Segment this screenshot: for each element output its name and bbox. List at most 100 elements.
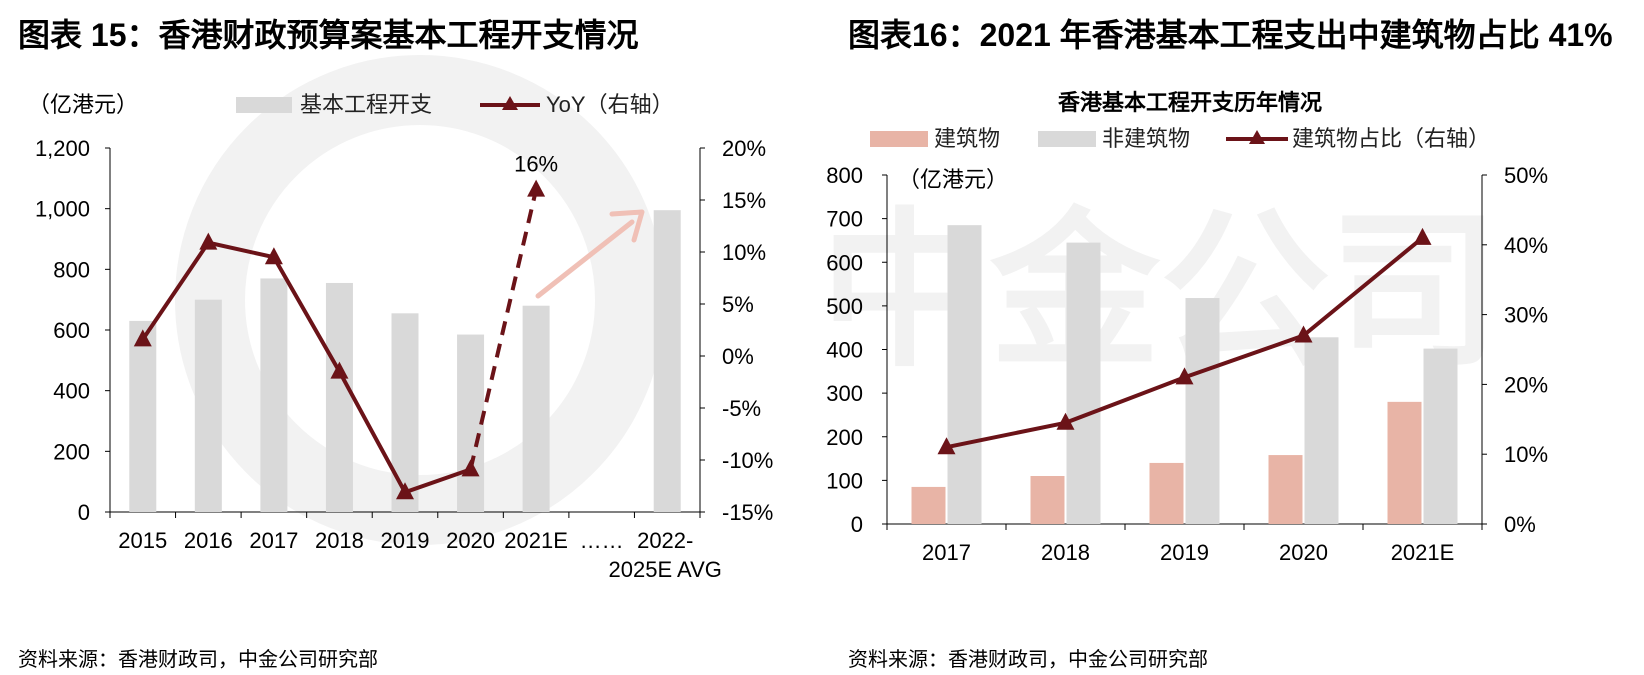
x-tick-label: 2019	[381, 528, 430, 553]
bar-capital-works	[194, 299, 222, 512]
left-tick-label: 600	[826, 250, 863, 275]
legend-label-bar: 基本工程开支	[300, 92, 432, 117]
right-tick-label: 30%	[1504, 303, 1548, 328]
right-tick-label: 50%	[1504, 163, 1548, 188]
x-tick-label: 2020	[446, 528, 495, 553]
building-share-marker	[937, 437, 956, 455]
bar-building	[1387, 401, 1422, 524]
right-tick-label: -5%	[722, 396, 761, 421]
bar-non-building	[1185, 298, 1220, 524]
x-tick-label: 2021E	[1391, 540, 1455, 565]
right-tick-label: 0%	[722, 344, 754, 369]
x-tick-label: 2015	[118, 528, 167, 553]
bar-capital-works	[260, 278, 288, 512]
legend-label-non-building: 非建筑物	[1102, 126, 1190, 151]
chart-building-share-svg: 中金公司 香港基本工程开支历年情况 0 100 200 300 400 500 600 700 80…	[820, 90, 1548, 565]
left-tick-label: 800	[826, 163, 863, 188]
x-tick-label: 2025E AVG	[609, 557, 722, 582]
legend-label-building: 建筑物	[934, 126, 1000, 151]
x-tick-label: 2020	[1279, 540, 1328, 565]
left-tick-label: 1,200	[35, 136, 90, 161]
left-tick-label: 500	[826, 294, 863, 319]
source-note: 资料来源：香港财政司，中金公司研究部	[18, 649, 378, 671]
legend-label-line: 建筑物占比（右轴）	[1292, 126, 1490, 151]
unit-label: （亿港元）	[898, 167, 1008, 192]
x-tick-label: 2018	[315, 528, 364, 553]
left-tick-label: 400	[826, 338, 863, 363]
right-tick-label: 20%	[722, 136, 766, 161]
building-share-marker	[1056, 412, 1075, 430]
yoy-line	[141, 240, 472, 495]
bar-capital-works	[325, 282, 353, 512]
chart-panel-building-share: 图表16：2021 年香港基本工程支出中建筑物占比 41% 中金公司 香港基本工程…	[820, 0, 1644, 675]
right-tick-label: 10%	[722, 240, 766, 265]
bar-non-building	[947, 225, 982, 524]
right-tick-label: 0%	[1504, 512, 1536, 537]
trend-arrow-shaft	[535, 219, 635, 299]
left-tick-label: 800	[53, 257, 90, 282]
chart-capital-works-svg: 0 200 400 600 800 1,000 1,200 -15% -10% -5% 0% 5% 10…	[28, 55, 773, 582]
bar-building	[911, 486, 946, 524]
left-tick-label: 200	[53, 439, 90, 464]
legend-swatch-marker	[502, 96, 518, 110]
yoy-line-dashed	[468, 189, 539, 470]
left-tick-label: 700	[826, 207, 863, 232]
left-tick-label: 600	[53, 318, 90, 343]
x-tick-label: 2022-	[637, 528, 693, 553]
building-share-marker	[1175, 367, 1194, 385]
bar-capital-works	[391, 313, 419, 512]
chart-panel-capital-works: 图表 15：香港财政预算案基本工程开支情况 0 200 400 600 800 1,000…	[18, 17, 773, 671]
x-tick-label: 2016	[184, 528, 233, 553]
bar-non-building	[1423, 348, 1458, 524]
trend-arrow-head-icon	[609, 209, 645, 243]
right-tick-label: 5%	[722, 292, 754, 317]
left-tick-label: 400	[53, 379, 90, 404]
yoy-marker	[396, 482, 414, 500]
bar-capital-works	[653, 210, 681, 512]
left-tick-label: 1,000	[35, 197, 90, 222]
x-tick-label: 2019	[1160, 540, 1209, 565]
building-share-marker	[1413, 227, 1432, 245]
right-tick-label: -15%	[722, 500, 773, 525]
legend-swatch-building	[870, 131, 928, 147]
yoy-marker	[330, 361, 349, 379]
yoy-marker	[264, 247, 283, 265]
bar-building	[1268, 455, 1303, 524]
left-tick-label: 100	[826, 468, 863, 493]
bar-capital-works	[522, 305, 550, 512]
left-tick-label: 0	[851, 512, 863, 537]
left-tick-label: 0	[78, 500, 90, 525]
legend-label-line: YoY（右轴）	[546, 92, 674, 117]
figure-title: 图表 15：香港财政预算案基本工程开支情况	[18, 17, 639, 53]
right-tick-label: -10%	[722, 448, 773, 473]
legend-swatch-bar	[236, 97, 292, 113]
right-tick-label: 20%	[1504, 372, 1548, 397]
right-tick-label: 15%	[722, 188, 766, 213]
x-tick-label: 2017	[922, 540, 971, 565]
bar-building	[1030, 476, 1065, 524]
right-tick-label: 10%	[1504, 442, 1548, 467]
yoy-marker	[133, 329, 152, 347]
left-tick-label: 200	[826, 425, 863, 450]
watermark-text: 中金公司	[820, 193, 1500, 391]
bar-non-building	[1066, 242, 1101, 524]
yoy-data-label: 16%	[514, 152, 558, 177]
unit-label: （亿港元）	[28, 92, 138, 117]
figure-title: 图表16：2021 年香港基本工程支出中建筑物占比 41%	[848, 17, 1613, 53]
building-share-marker	[1294, 325, 1313, 343]
bar-non-building	[1304, 337, 1339, 524]
x-tick-label: ……	[580, 528, 624, 553]
x-tick-label: 2021E	[504, 528, 568, 553]
yoy-marker	[527, 179, 546, 197]
legend-swatch-non-building	[1038, 131, 1096, 147]
left-tick-label: 300	[826, 381, 863, 406]
yoy-marker	[461, 459, 480, 477]
legend-swatch-marker	[1249, 130, 1265, 144]
x-tick-label: 2017	[249, 528, 298, 553]
bar-building	[1149, 462, 1184, 524]
bar-capital-works	[129, 320, 157, 512]
yoy-marker	[199, 232, 218, 250]
source-note: 资料来源：香港财政司，中金公司研究部	[848, 649, 1208, 671]
chart-title: 香港基本工程开支历年情况	[1058, 90, 1322, 115]
right-tick-label: 40%	[1504, 233, 1548, 258]
